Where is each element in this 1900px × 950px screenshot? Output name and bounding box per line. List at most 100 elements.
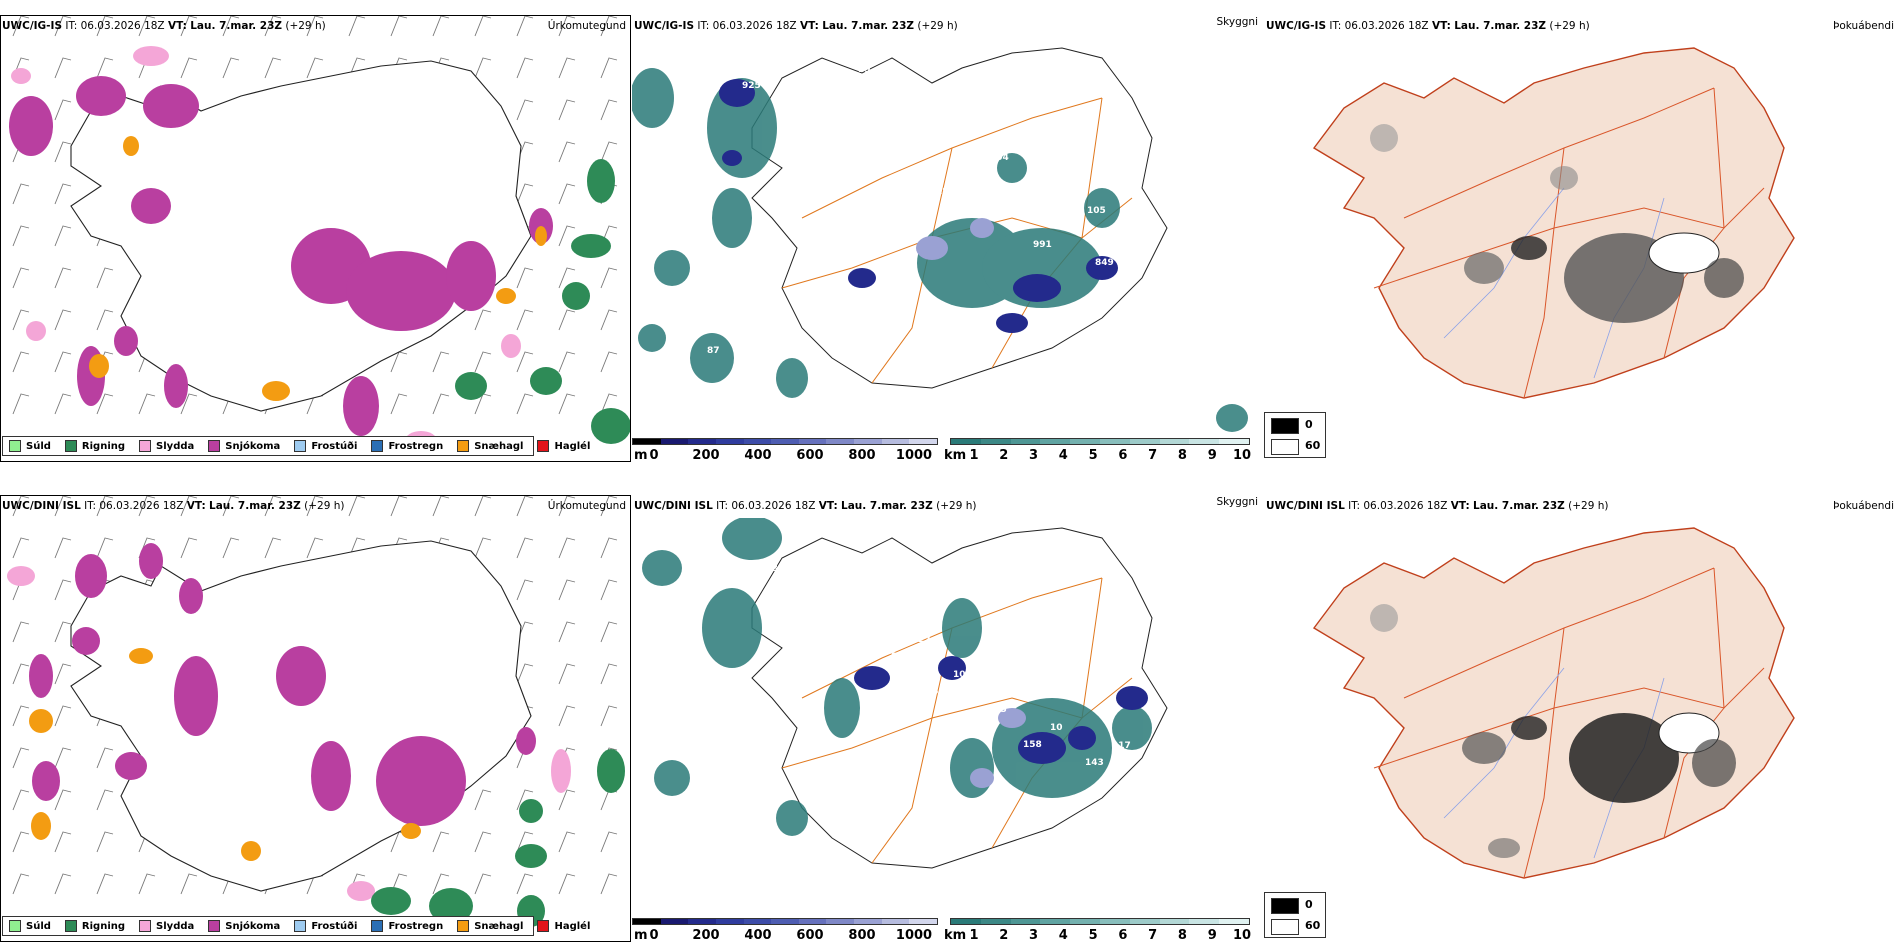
wind-barb [12,225,30,247]
visibility-colorbar: km 1 2 3 4 5 6 7 8 9 10 [942,436,1264,463]
wind-barb [54,351,72,373]
wind-barb [264,537,282,559]
wind-barb [474,309,492,331]
wind-barb [600,831,618,853]
wind-barb [138,873,156,895]
cloud-base-label: 295 [866,117,885,127]
colorbar-tick: 7 [1148,448,1158,463]
wind-barb [432,393,450,415]
cloud-base-label: 22 [918,635,931,645]
colorbar-tick: 800 [848,928,876,943]
fog-map[interactable] [1264,38,1900,468]
cloud-base-label: 101 [1130,293,1149,303]
wind-barb [222,57,240,79]
cloud-visibility-map[interactable]: 925 242 183 991 101 87 151 256 152 849 13 52 295 13 31… [632,38,1264,468]
low-cloud-base-areas [719,79,1118,333]
panel-header: UWC/IG-IS IT: 06.03.2026 18Z VT: Lau. 7.… [2,20,326,32]
legend-item: Haglél [537,920,590,932]
cloud-base-label: 158 [1023,740,1042,750]
wind-barb [12,309,30,331]
fog-map[interactable] [1264,518,1900,948]
fog-legend-dark-swatch [1271,898,1299,914]
wind-barb [600,57,618,79]
precip-type-map-svg [7,496,625,934]
wind-barb [54,747,72,769]
cloud-base-label: 242 [839,134,858,144]
wind-barb [54,141,72,163]
legend-swatch [64,920,77,932]
wind-barb [474,831,492,853]
fog-panel: UWC/DINI ISL IT: 06.03.2026 18Z VT: Lau.… [1264,480,1900,950]
wind-barb [54,579,72,601]
wind-barb [96,309,114,331]
colorbar-tick: 1 [969,448,979,463]
colorbar-tick: 4 [1058,448,1068,463]
wind-barb [306,537,324,559]
cloud-base-label: 148 [759,564,778,574]
wind-barb [600,351,618,373]
legend-label: Frostregn [388,920,444,932]
cloud-base-label: 231 [1025,188,1044,198]
wind-barb [12,393,30,415]
wind-barb [558,579,576,601]
wind-barb [516,183,534,205]
wind-barb [12,16,30,37]
colorbar-unit: km [944,928,967,943]
legend-item: Frostregn [371,440,443,452]
cloud-base-label: 471 [734,329,753,339]
wind-barb [474,873,492,895]
wind-barb [558,393,576,415]
low-visibility-areas [632,68,1248,432]
cloud-base-label: 52 [1120,793,1133,803]
colorbar-tick: 200 [692,448,720,463]
legend-swatch [294,440,307,452]
colorbar-tick: 1 [969,928,979,943]
legend-swatch [371,920,384,932]
legend-swatch [371,440,384,452]
wind-barb [96,789,114,811]
wind-barb [12,351,30,373]
wind-barb [432,496,450,517]
wind-barb [306,496,324,517]
wind-barb [390,496,408,517]
visibility-colorbar: km 1 2 3 4 5 6 7 8 9 10 [942,916,1264,943]
panel-header: UWC/IG-IS IT: 06.03.2026 18Z VT: Lau. 7.… [1266,20,1590,32]
fog-legend-max: 60 [1305,919,1321,932]
legend-label: Frostúði [311,440,358,452]
precip-type-map[interactable] [0,15,631,462]
wind-barb [54,705,72,727]
legend-label: Snæhagl [474,440,524,452]
wind-barb [54,57,72,79]
legend-label: Slydda [156,920,195,932]
legend-item: Snjókoma [208,440,280,452]
legend-swatch [537,920,550,932]
cloud-visibility-map[interactable]: 32 85 95 158 52 82 76 85 395 143 133 148 48 10 10 248 89… [632,518,1264,948]
colorbar-tick: 8 [1177,928,1187,943]
legend-item: Frostúði [294,920,357,932]
wind-barb [600,873,618,895]
colorbar-gradient [632,918,938,925]
snow-pellet-areas [29,648,421,861]
fog-legend-min: 0 [1305,898,1313,911]
precip-type-map[interactable] [0,495,631,942]
wind-barb [600,267,618,289]
wind-barb [96,393,114,415]
wind-barb [558,141,576,163]
low-cloud-base-areas [854,656,1148,764]
wind-barb [432,351,450,373]
fog-legend-min: 0 [1305,418,1313,431]
colorbar-tick: 5 [1088,928,1098,943]
wind-barb [432,831,450,853]
panel-title: Úrkomutegund [547,20,626,32]
wind-barb [138,393,156,415]
colorbar-tick: 0 [649,928,659,943]
cloud-base-colorbar: m 0 200 400 600 800 1000 [632,916,942,943]
wind-barb [516,789,534,811]
fog-legend-dark-swatch [1271,418,1299,434]
wind-barb [516,393,534,415]
cloud-base-label: 991 [1033,240,1052,250]
legend-swatch [208,440,221,452]
cloud-base-label: 143 [1085,758,1104,768]
colorbar-tick: 3 [1029,448,1039,463]
cloud-base-label: 104 [990,153,1009,163]
